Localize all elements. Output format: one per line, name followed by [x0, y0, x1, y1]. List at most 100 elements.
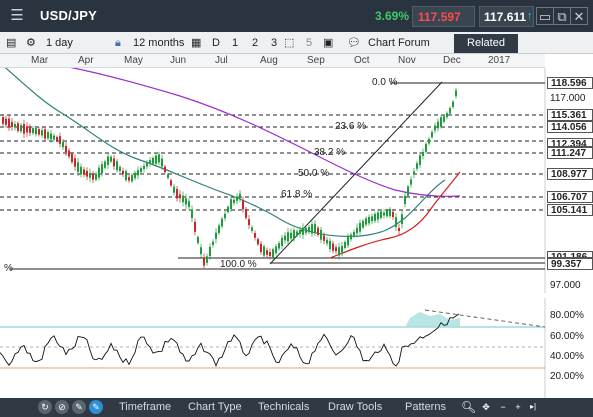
candle-body — [182, 195, 184, 203]
candle-body — [281, 237, 283, 246]
close-icon[interactable]: ✕ — [570, 7, 588, 25]
settings-icon[interactable]: ⚙ — [26, 37, 36, 49]
candle-body — [53, 135, 55, 140]
candle-body — [80, 166, 82, 175]
price-label: 101.186 — [547, 251, 593, 258]
zoom-icon[interactable]: 🔍︎ — [461, 400, 477, 414]
candle-body — [29, 127, 31, 133]
left-percent-label: % — [4, 263, 13, 274]
candle-body — [188, 201, 190, 208]
candle-body — [146, 162, 148, 167]
candle-body — [287, 232, 289, 242]
range-select[interactable]: 12 months — [133, 37, 185, 49]
candle-body — [191, 209, 193, 219]
candle-body — [8, 118, 10, 128]
candle-body — [176, 189, 178, 199]
candle-body — [341, 246, 343, 253]
minimize-icon[interactable]: ▭ — [536, 7, 554, 25]
draw-2-button[interactable]: 2 — [252, 37, 259, 49]
candle-body — [296, 231, 298, 236]
candle-body — [47, 132, 49, 139]
price-chart[interactable] — [0, 68, 593, 293]
buy-price-box[interactable]: 117.611 ↑ — [479, 6, 534, 27]
candle-body — [203, 257, 205, 266]
draw-icon[interactable]: ✎ — [72, 400, 86, 414]
candle-body — [455, 90, 457, 97]
candle-body — [59, 136, 61, 144]
month-label: Oct — [354, 55, 370, 66]
chart-forum-button[interactable]: Chart Forum — [368, 37, 430, 49]
candle-body — [77, 162, 79, 172]
price-label: 118.596 — [547, 77, 593, 89]
candle-body — [11, 121, 13, 127]
title-bar: ☰ USD/JPY 3.69% 117.597 117.611 ↑ ▭ ⧉ ✕ — [0, 0, 593, 32]
draw-3-button[interactable]: 3 — [271, 37, 278, 49]
candle-body — [224, 213, 226, 219]
fib-label: 38.2 % — [314, 147, 346, 158]
candle-body — [401, 214, 403, 225]
candle-body — [329, 240, 331, 250]
chart-toolbar: ▤ ⚙ 1 day 🔒︎ 12 months ▦ D 1 2 3 ⬚ 5 ▣ 💬… — [0, 32, 593, 54]
candle-body — [161, 158, 163, 167]
refresh-icon[interactable]: ↻ — [38, 400, 52, 414]
sell-price-box[interactable]: 117.597 — [412, 6, 475, 27]
draw-tools-menu[interactable]: Draw Tools — [328, 401, 383, 413]
month-label: Sep — [307, 55, 325, 66]
pan-icon[interactable]: ✥ — [482, 402, 490, 412]
draw-5-button[interactable]: 5 — [306, 37, 313, 49]
candle-body — [257, 239, 259, 245]
fib-label: 23.6 % — [335, 121, 367, 132]
candle-body — [314, 223, 316, 233]
rsi-panel[interactable] — [0, 298, 593, 398]
chat-icon[interactable]: 💬︎ — [347, 37, 361, 49]
candle-body — [122, 170, 124, 174]
draw-d-button[interactable]: D — [212, 37, 220, 49]
candle-body — [26, 126, 28, 133]
lock-icon[interactable]: 🔒︎ — [115, 37, 121, 49]
candle-body — [338, 247, 340, 256]
candle-body — [95, 173, 97, 180]
candle-body — [92, 174, 94, 180]
calendar-icon[interactable]: ▦ — [191, 37, 202, 49]
timeframe-menu[interactable]: Timeframe — [119, 401, 172, 413]
block-icon[interactable]: ⊘ — [55, 400, 69, 414]
symbol-title: USD/JPY — [40, 8, 98, 23]
scroll-end-icon[interactable]: ▸| — [529, 402, 537, 411]
candle-body — [233, 199, 235, 204]
zoom-in-icon[interactable]: + — [515, 402, 521, 412]
candle-body — [128, 177, 130, 181]
related-button[interactable]: Related — [454, 34, 518, 53]
candle-body — [74, 158, 76, 167]
chart-type-menu[interactable]: Chart Type — [188, 401, 242, 413]
candle-body — [56, 136, 58, 141]
maximize-icon[interactable]: ⧉ — [553, 7, 571, 25]
candle-body — [194, 221, 196, 232]
drawing-icon[interactable]: ✎ — [89, 400, 103, 414]
tick-up-icon: ↑ — [527, 10, 533, 22]
zoom-out-icon[interactable]: − — [500, 402, 506, 412]
drawing-icon[interactable]: ▣ — [323, 37, 334, 49]
month-label: Aug — [260, 55, 278, 66]
candle-body — [62, 141, 64, 148]
rsi-label: 80.00% — [547, 310, 593, 322]
drawing-icon[interactable]: ⬚ — [284, 37, 295, 49]
candle-body — [173, 186, 175, 193]
candle-body — [386, 210, 388, 217]
calendar-icon[interactable]: ▤ — [6, 37, 17, 49]
candle-body — [326, 239, 328, 244]
candles — [2, 87, 457, 270]
price-label: 115.361 — [547, 109, 593, 121]
draw-1-button[interactable]: 1 — [232, 37, 239, 49]
candle-body — [263, 246, 265, 256]
rsi-label: 40.00% — [547, 351, 593, 363]
technicals-menu[interactable]: Technicals — [258, 401, 310, 413]
candle-body — [308, 226, 310, 233]
candle-body — [230, 199, 232, 209]
candle-body — [344, 241, 346, 249]
candle-body — [197, 236, 199, 244]
candle-body — [269, 252, 271, 256]
candle-body — [101, 164, 103, 174]
menu-icon[interactable]: ☰ — [10, 7, 24, 24]
patterns-menu[interactable]: Patterns — [405, 401, 446, 413]
interval-select[interactable]: 1 day — [46, 37, 73, 49]
